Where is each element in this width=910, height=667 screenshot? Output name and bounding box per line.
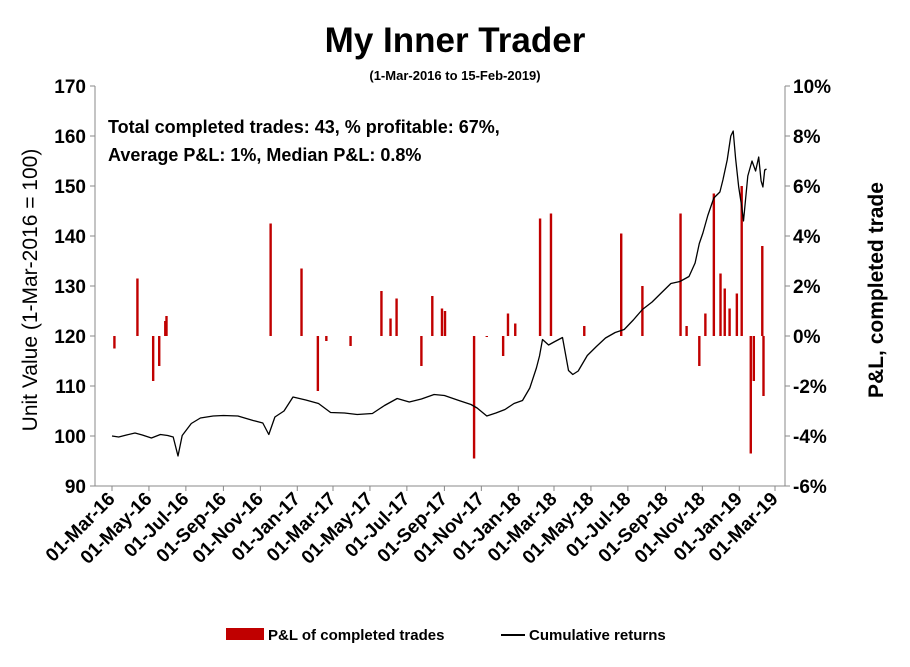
pnl-bar	[501, 336, 505, 356]
pnl-bar	[740, 186, 743, 336]
pnl-bar	[300, 268, 303, 336]
y-right-tick-label: 10%	[793, 77, 831, 98]
pnl-bar	[485, 336, 488, 337]
pnl-bar	[165, 316, 168, 336]
chart-title: My Inner Trader	[325, 21, 586, 60]
pnl-bar	[443, 311, 447, 336]
pnl-bar	[679, 213, 682, 336]
pnl-bar	[514, 323, 517, 336]
pnl-bar	[151, 336, 155, 381]
chart-subtitle: (1-Mar-2016 to 15-Feb-2019)	[369, 68, 540, 83]
pnl-bar	[728, 308, 731, 336]
pnl-bar	[316, 336, 320, 391]
y-left-tick-label: 150	[54, 177, 86, 198]
y-left-tick-label: 110	[55, 377, 86, 398]
y-right-tick-label: 0%	[793, 327, 821, 348]
pnl-bar	[380, 291, 383, 336]
pnl-bar	[538, 218, 542, 336]
y-left-tick-label: 160	[54, 127, 86, 148]
pnl-bar	[719, 273, 722, 336]
y-left-tick-label: 170	[54, 77, 86, 98]
pnl-bar	[325, 336, 328, 341]
y-axis-left-label: Unit Value (1-Mar-2016 = 100)	[19, 149, 42, 432]
pnl-bar	[549, 213, 553, 336]
pnl-bar	[762, 336, 765, 396]
y-axis-right-label: P&L, completed trade	[865, 182, 888, 398]
y-left-tick-label: 140	[54, 227, 86, 248]
y-right-tick-label: -2%	[793, 377, 827, 398]
y-right-tick-label: 8%	[793, 127, 821, 148]
y-right-tick-label: 6%	[793, 177, 821, 198]
pnl-bar	[752, 336, 756, 381]
y-left-tick-label: 90	[65, 477, 86, 498]
pnl-bar	[420, 336, 423, 366]
pnl-bar	[136, 278, 139, 336]
pnl-bar	[685, 326, 688, 336]
pnl-bar	[269, 223, 272, 336]
y-left-tick-label: 130	[54, 277, 86, 298]
pnl-bar	[440, 308, 444, 336]
pnl-bar	[735, 293, 739, 336]
y-right-tick-label: 4%	[793, 227, 821, 248]
y-left-tick-label: 120	[54, 327, 86, 348]
pnl-bar	[506, 313, 510, 336]
y-right-tick-label: -6%	[793, 477, 827, 498]
pnl-bar	[723, 288, 726, 336]
pnl-bar	[712, 193, 716, 336]
y-left-tick-label: 100	[54, 427, 86, 448]
annotation-line-2: Average P&L: 1%, Median P&L: 0.8%	[108, 145, 421, 165]
legend: P&L of completed trades Cumulative retur…	[226, 627, 666, 644]
pnl-bar	[431, 296, 434, 336]
pnl-bar	[158, 336, 161, 366]
pnl-bar	[698, 336, 701, 366]
y-right-tick-label: -4%	[793, 427, 827, 448]
pnl-bar	[704, 313, 707, 336]
pnl-bar	[641, 286, 644, 336]
pnl-bar	[164, 321, 167, 336]
cumulative-returns-line	[111, 130, 767, 457]
y-right-tick-label: 2%	[793, 277, 821, 298]
pnl-bar	[395, 298, 398, 336]
pnl-bar	[113, 336, 116, 349]
annotation-line-1: Total completed trades: 43, % profitable…	[108, 117, 500, 137]
pnl-bar	[620, 233, 623, 336]
legend-label-bars: P&L of completed trades	[268, 627, 444, 644]
pnl-bar	[389, 318, 392, 336]
pnl-bar	[472, 336, 476, 459]
legend-bar-swatch	[226, 628, 264, 640]
pnl-bar	[349, 336, 352, 346]
pnl-bar	[583, 326, 586, 336]
legend-label-line: Cumulative returns	[529, 627, 666, 644]
pnl-bar	[761, 246, 764, 336]
pnl-bar	[749, 336, 752, 454]
